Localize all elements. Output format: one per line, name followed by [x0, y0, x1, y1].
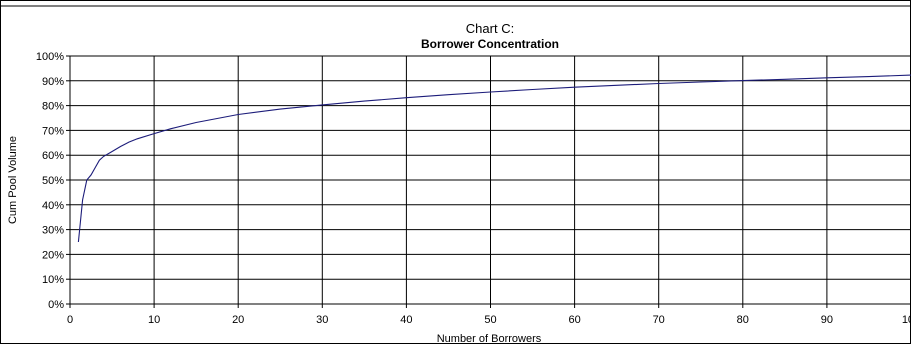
- x-tick-label: 40: [400, 314, 412, 326]
- y-tick-label: 60%: [42, 150, 64, 162]
- y-tick-label: 20%: [42, 249, 64, 261]
- y-tick-labels: 0% 10% 20% 30% 40% 50% 60% 70% 80% 90% 100%: [36, 51, 64, 311]
- y-tick-label: 90%: [42, 76, 64, 88]
- y-tick-label: 30%: [42, 225, 64, 237]
- grid-lines-horizontal: [70, 80, 911, 280]
- y-axis-label: Cum Pool Volume: [7, 136, 19, 224]
- y-tick-label: 70%: [42, 125, 64, 137]
- x-tick-label: 90: [821, 314, 833, 326]
- y-tick-label: 50%: [42, 175, 64, 187]
- x-tick-label: 0: [67, 314, 73, 326]
- y-tick-label: 10%: [42, 274, 64, 286]
- x-axis-label: Number of Borrowers: [437, 333, 542, 344]
- axis-ticks: [66, 55, 911, 308]
- series-line-cum-pool-volume: [77, 74, 911, 243]
- x-tick-label: 30: [316, 314, 328, 326]
- chart-title-line2: Borrower Concentration: [421, 37, 559, 51]
- chart-title-line1: Chart C:: [466, 21, 514, 36]
- y-tick-label: 0%: [48, 299, 64, 311]
- x-tick-label: 20: [232, 314, 244, 326]
- x-tick-label: 10: [148, 314, 160, 326]
- x-tick-label: 70: [653, 314, 665, 326]
- x-tick-label: 60: [568, 314, 580, 326]
- y-tick-label: 40%: [42, 200, 64, 212]
- x-tick-label: 80: [737, 314, 749, 326]
- y-tick-label: 80%: [42, 101, 64, 113]
- x-tick-label: 100: [902, 314, 911, 326]
- x-tick-labels: 0 10 20 30 40 50 60 70 80 90 100: [67, 314, 911, 326]
- x-tick-label: 50: [484, 314, 496, 326]
- y-tick-label: 100%: [36, 51, 64, 63]
